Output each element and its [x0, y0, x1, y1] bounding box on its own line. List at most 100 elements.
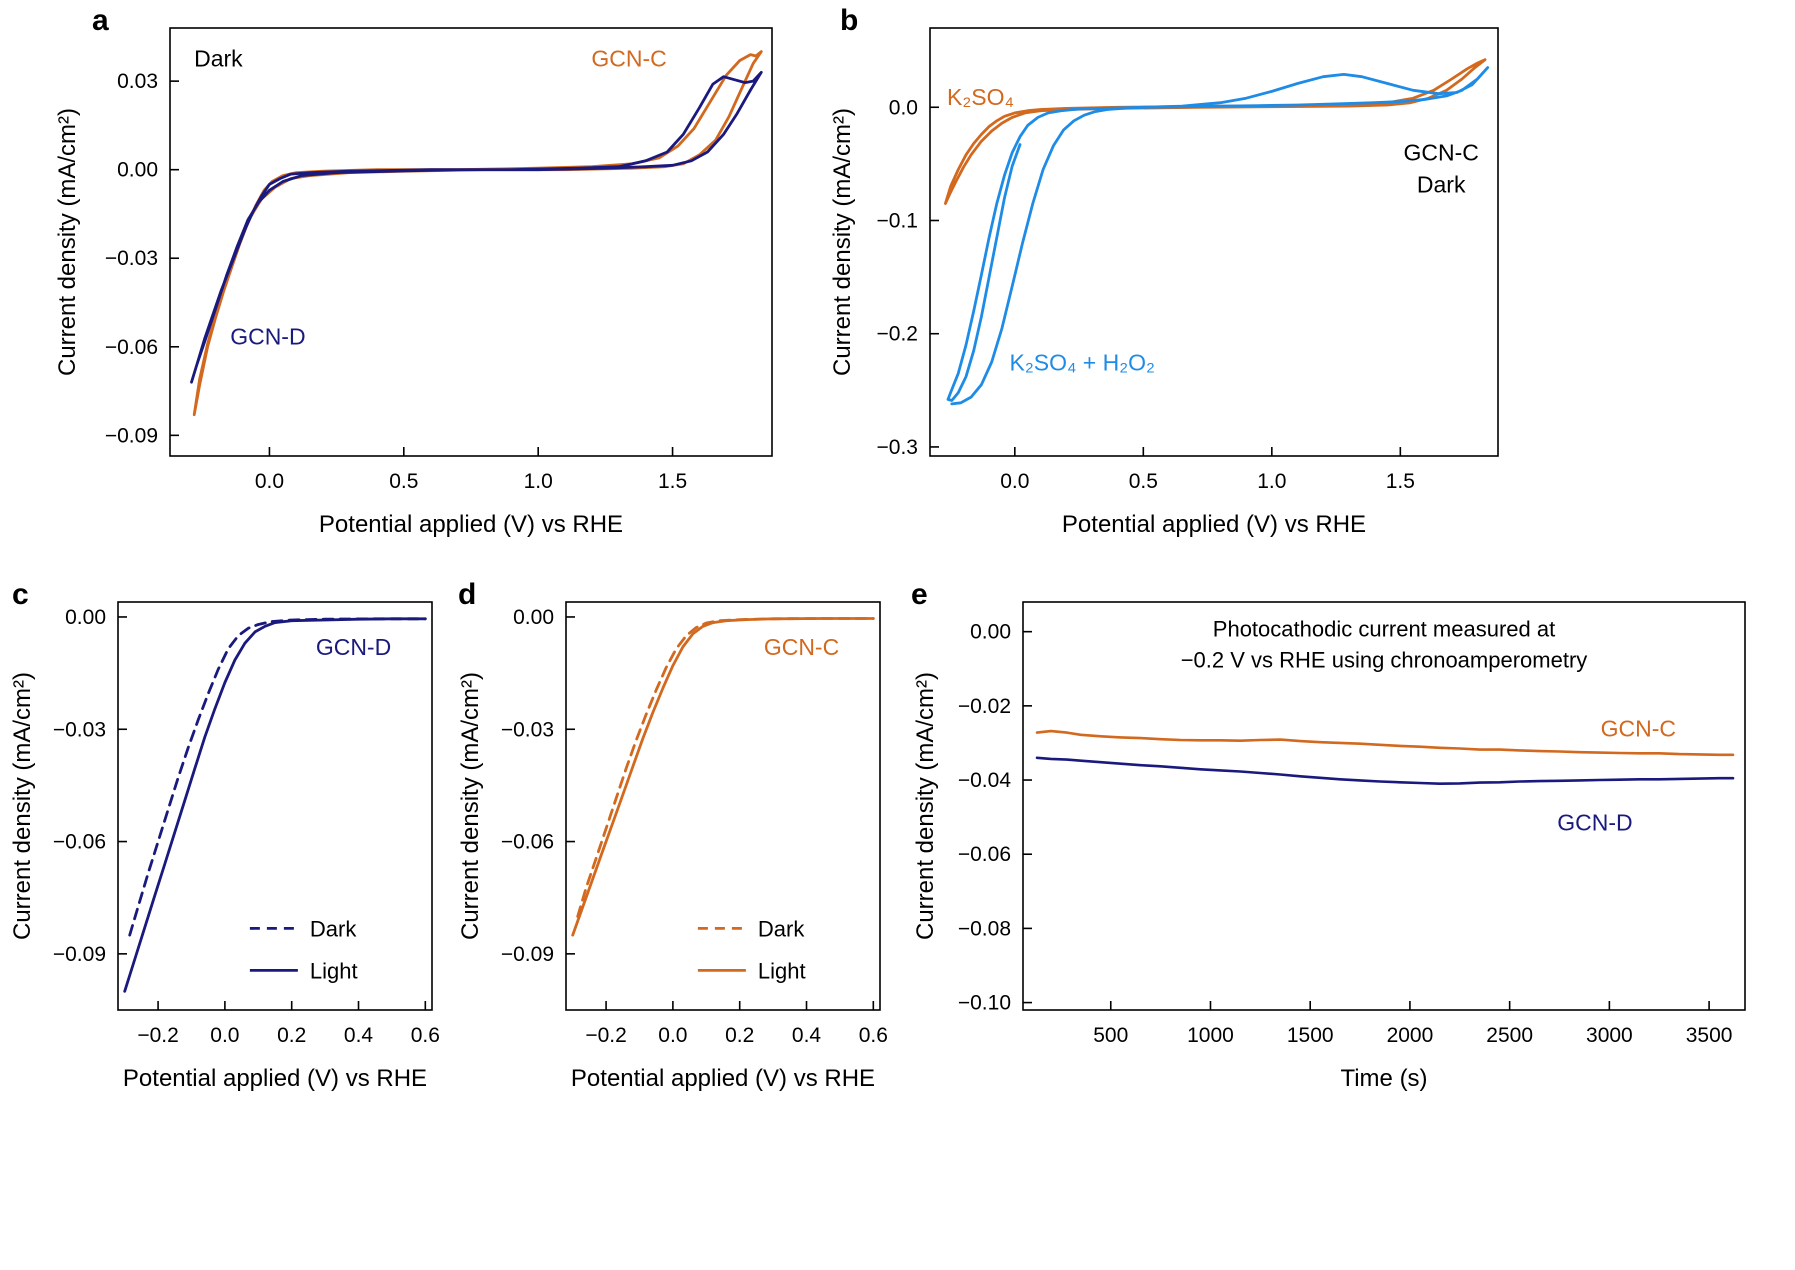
series-gcn-c-light [571, 617, 875, 937]
y-tick-label: 0.00 [65, 606, 106, 629]
x-tick-label: −0.2 [585, 1024, 626, 1047]
x-tick-label: 0.5 [1129, 470, 1158, 493]
x-tick-label: 1.0 [524, 470, 553, 493]
y-tick-label: −0.06 [53, 831, 106, 854]
y-axis-title: Current density (mA/cm²) [457, 672, 484, 940]
y-tick-label: −0.1 [877, 209, 918, 232]
annotation-text: GCN-D [316, 634, 391, 660]
y-tick-label: −0.2 [877, 323, 918, 346]
y-tick-label: −0.06 [105, 336, 158, 359]
x-tick-label: 0.2 [277, 1024, 306, 1047]
panel-label-a: a [92, 4, 109, 37]
y-axis: −0.09 −0.06 −0.03 0.00 0.03 [105, 70, 179, 447]
y-axis: 0.00 −0.02 −0.04 −0.06 −0.08 −0.10 [958, 621, 1032, 1015]
annotation-text: Dark [1417, 172, 1466, 198]
x-axis-title: Potential applied (V) vs RHE [319, 511, 623, 538]
x-tick-label: 0.6 [411, 1024, 440, 1047]
y-tick-label: −0.03 [53, 718, 106, 741]
annotation-text: −0.2 V vs RHE using chronoamperometry [1181, 648, 1588, 673]
x-axis: 0.0 0.5 1.0 1.5 [1000, 447, 1415, 493]
y-tick-label: 0.0 [889, 96, 918, 119]
x-tick-label: 0.0 [210, 1024, 239, 1047]
chart-d: −0.2 0.0 0.2 0.4 0.6 0.00 −0.03 −0.06 −0.09 Poten… [450, 578, 898, 1118]
x-tick-label: 0.4 [344, 1024, 374, 1047]
panel-label-c: c [12, 578, 29, 611]
x-axis-title: Potential applied (V) vs RHE [1062, 511, 1366, 538]
y-tick-label: −0.04 [958, 769, 1011, 792]
x-axis: 500 1000 1500 2000 2500 3000 3500 [1093, 1001, 1732, 1047]
series-gcn-d-light [123, 617, 427, 993]
y-tick-label: −0.06 [958, 843, 1011, 866]
plot-frame [565, 601, 881, 1011]
plot-frame [929, 27, 1499, 457]
x-tick-label: 0.6 [859, 1024, 888, 1047]
legend: Dark Light [697, 916, 806, 983]
x-axis-title: Potential applied (V) vs RHE [571, 1065, 875, 1092]
x-tick-label: 0.4 [792, 1024, 822, 1047]
plot-frame [169, 27, 773, 457]
panel-b: 0.0 0.5 1.0 1.5 0.0 −0.1 −0.2 −0.3 Potential app… [828, 0, 1528, 568]
x-tick-label: 0.0 [658, 1024, 687, 1047]
annotation-text: Photocathodic current measured at [1213, 617, 1555, 642]
annotation-text: GCN-C [1601, 716, 1676, 742]
x-axis: −0.2 0.0 0.2 0.4 0.6 [585, 1001, 888, 1047]
annotation-text: K₂SO₄ [947, 84, 1014, 110]
y-tick-label: −0.3 [877, 436, 918, 459]
y-tick-label: −0.03 [501, 718, 554, 741]
plot-frame [117, 601, 433, 1011]
x-tick-label: 1.5 [1386, 470, 1415, 493]
y-tick-label: −0.10 [958, 992, 1011, 1015]
y-axis: 0.0 −0.1 −0.2 −0.3 [877, 96, 939, 459]
panel-label-d: d [458, 578, 477, 611]
chart-svg-e: 500 1000 1500 2000 2500 3000 3500 0.00 −0.02 −0.0… [912, 601, 1746, 1092]
x-tick-label: 1000 [1187, 1024, 1234, 1047]
y-tick-label: 0.03 [117, 70, 158, 93]
x-tick-label: 0.0 [1000, 470, 1029, 493]
chart-svg-c: −0.2 0.0 0.2 0.4 0.6 0.00 −0.03 −0.06 −0.09 Poten… [9, 601, 440, 1092]
y-tick-label: 0.00 [970, 621, 1011, 644]
x-tick-label: 3000 [1586, 1024, 1633, 1047]
series-gcn-d-ca [1035, 756, 1735, 785]
y-axis-title: Current density (mA/cm²) [9, 672, 36, 940]
y-tick-label: −0.08 [958, 917, 1011, 940]
y-axis: 0.00 −0.03 −0.06 −0.09 [53, 606, 127, 966]
series-gcn-c-ca [1035, 729, 1735, 757]
chart-a: 0.0 0.5 1.0 1.5 −0.09 −0.06 −0.03 0.00 0.03 Poten… [20, 0, 812, 568]
series-k2so4-h2o2 [946, 66, 1490, 406]
x-tick-label: 0.0 [255, 470, 284, 493]
x-tick-label: 2000 [1387, 1024, 1434, 1047]
series-k2so4 [944, 58, 1487, 205]
x-tick-label: 500 [1093, 1024, 1128, 1047]
y-axis: 0.00 −0.03 −0.06 −0.09 [501, 606, 575, 966]
y-tick-label: −0.03 [105, 247, 158, 270]
plot-frame [1022, 601, 1746, 1011]
x-tick-label: 1.5 [658, 470, 687, 493]
annotation-text: K₂SO₄ + H₂O₂ [1010, 349, 1155, 375]
x-axis-title: Potential applied (V) vs RHE [123, 1065, 427, 1092]
x-tick-label: 3500 [1686, 1024, 1733, 1047]
y-tick-label: −0.02 [958, 695, 1011, 718]
panel-e: 500 1000 1500 2000 2500 3000 3500 0.00 −0.02 −0.0… [905, 578, 1783, 1118]
chart-e: 500 1000 1500 2000 2500 3000 3500 0.00 −0.02 −0.0… [905, 578, 1783, 1118]
chart-b: 0.0 0.5 1.0 1.5 0.0 −0.1 −0.2 −0.3 Potential app… [828, 0, 1528, 568]
x-axis-title: Time (s) [1340, 1065, 1427, 1092]
x-tick-label: 1500 [1287, 1024, 1334, 1047]
annotation-text: GCN-C [764, 634, 839, 660]
x-tick-label: 0.2 [725, 1024, 754, 1047]
series-gcn-c-dark [576, 617, 875, 918]
annotation-text: Dark [194, 46, 243, 72]
y-tick-label: −0.06 [501, 831, 554, 854]
x-tick-label: 1.0 [1257, 470, 1286, 493]
y-tick-label: −0.09 [105, 424, 158, 447]
panel-d: −0.2 0.0 0.2 0.4 0.6 0.00 −0.03 −0.06 −0.09 Poten… [450, 578, 898, 1118]
x-tick-label: 2500 [1486, 1024, 1533, 1047]
legend: Dark Light [249, 916, 358, 983]
x-tick-label: 0.5 [389, 470, 418, 493]
series-gcn-d-dark [128, 617, 427, 937]
series-gcn-c [192, 50, 763, 417]
legend-label: Light [758, 958, 806, 983]
annotation-text: GCN-C [591, 46, 666, 72]
y-axis-title: Current density (mA/cm²) [54, 108, 81, 376]
panel-a: 0.0 0.5 1.0 1.5 −0.09 −0.06 −0.03 0.00 0.03 Poten… [20, 0, 812, 568]
